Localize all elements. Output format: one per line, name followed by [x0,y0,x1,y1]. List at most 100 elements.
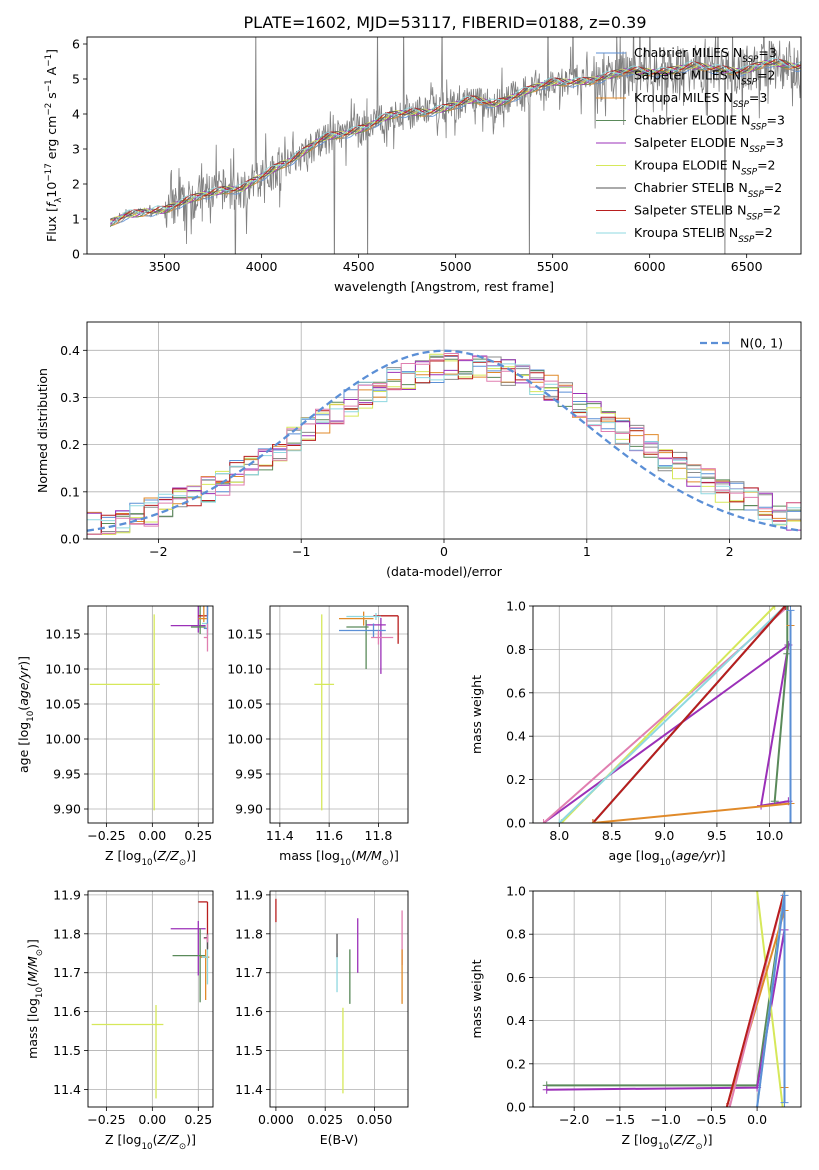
spectrum-legend: Chabrier MILES NSSP=3 Salpeter MILES NSSP… [596,45,785,245]
y-axis-label: age [log10(age/yr)] [16,656,36,773]
y-tick-label: 0.2 [506,772,526,787]
y-tick-label: 9.90 [235,802,263,817]
x-tick-label: 0.000 [258,1112,294,1127]
panel-age_vs_Z: −0.25 0.00 0.25 9.90 9.95 10.00 10.05 10.10 10.1… [16,605,214,868]
weight-point-marker [539,819,548,823]
x-axis-label: mass [log10(M/M⊙)] [279,848,399,868]
legend-entry: Chabrier STELIB NSSP=2 [634,180,782,200]
weight-point-marker [753,1103,762,1107]
y-tick-label: 5 [72,72,80,87]
weight-point-marker [770,606,779,610]
x-tick-label: −0.5 [696,1112,726,1127]
y-tick-label: 10.00 [227,732,263,747]
weight-point-marker [725,1103,734,1107]
y-tick-label: 3 [72,142,80,157]
x-tick-label: 6000 [634,259,666,274]
panel-residuals: −2 −1 0 1 2 0.0 0.1 0.2 0.3 0.4 (data-model)/error… [35,321,802,579]
x-tick-label: 4000 [246,259,278,274]
y-tick-label: 11.9 [53,887,81,902]
y-tick-label: 11.8 [53,926,81,941]
y-tick-label: 0.6 [506,970,526,985]
axes-frame [86,36,802,255]
y-tick-label: 0.4 [60,343,80,358]
y-tick-label: 11.5 [235,1043,263,1058]
x-tick-label: 0.00 [138,1112,166,1127]
y-tick-label: 11.4 [53,1082,81,1097]
axes-frame [87,890,214,1108]
y-axis-label: mass weight [469,959,484,1038]
y-tick-label: 0.0 [506,1100,526,1115]
y-tick-label: 10.15 [45,627,81,642]
x-axis-label: (data-model)/error [386,564,503,579]
weight-point-marker [786,819,795,823]
model-spectrum-line [110,57,801,223]
y-tick-label: 4 [72,107,80,122]
x-tick-label: 9.5 [707,828,727,843]
y-tick-label: 1.0 [506,599,526,614]
legend-entry: Kroupa STELIB NSSP=2 [634,225,773,245]
weight-series-line [592,625,792,823]
x-axis-label: Z [log10(Z/Z⊙)] [105,848,196,868]
y-tick-label: 11.4 [235,1082,263,1097]
panels: 3500 4000 4500 5000 5500 6000 6500 0 1 2 3 4 5 6 wavel… [16,36,802,1152]
axes-frame [269,890,409,1108]
y-tick-label: 9.95 [235,767,263,782]
x-tick-label: −1.0 [650,1112,680,1127]
y-tick-label: 0.2 [506,1056,526,1071]
panel-spectrum: 3500 4000 4500 5000 5500 6000 6500 0 1 2 3 4 5 6 wavel… [44,36,802,294]
x-tick-label: 2 [726,544,734,559]
y-axis-label: Flux [fλ10−17 erg cm−2 s−1 A−1] [44,49,64,242]
y-tick-label: 0.8 [506,642,526,657]
axes-frame [269,605,409,824]
residual-histogram [87,353,801,535]
y-tick-label: 0 [72,247,80,262]
weight-series-line [542,642,790,823]
weight-point-marker [555,819,564,823]
weight-point-marker [542,1085,551,1094]
y-tick-label: 10.10 [45,662,81,677]
y-tick-label: 10.10 [227,662,263,677]
weight-point-marker [778,1103,787,1107]
y-tick-label: 9.95 [53,767,81,782]
y-tick-label: 10.05 [227,697,263,712]
axes-frame [532,890,802,1108]
x-tick-label: −0.25 [87,828,125,843]
x-tick-label: 8.0 [549,828,569,843]
panel-weight_vs_age: 8.0 8.5 9.0 9.5 10.0 0.0 0.2 0.4 0.6 0.8 1.0 age [l… [469,599,802,868]
x-axis-label: wavelength [Angstrom, rest frame] [334,279,554,294]
x-axis-label: age [log10(age/yr)] [608,848,725,868]
x-tick-label: 4500 [343,259,375,274]
y-tick-label: 11.9 [235,887,263,902]
x-tick-label: 1 [583,544,591,559]
figure-title: PLATE=1602, MJD=53117, FIBERID=0188, z=0… [243,13,646,32]
x-tick-label: −2.0 [559,1112,589,1127]
y-tick-label: 11.6 [235,1004,263,1019]
y-tick-label: 0.2 [60,437,80,452]
y-tick-label: 0.0 [60,532,80,547]
plot-area [109,37,801,254]
model-spectrum-line [110,58,801,221]
legend-entry: Kroupa MILES NSSP=3 [634,90,767,110]
x-tick-label: −1 [292,544,310,559]
y-axis-label: mass [log10(M/M⊙)] [25,939,45,1059]
observed-spectrum-line [109,37,801,254]
y-axis-label: Normed distribution [35,368,50,493]
y-tick-label: 6 [72,37,80,52]
x-tick-label: −2 [149,544,167,559]
y-tick-label: 10.15 [227,627,263,642]
y-tick-label: 1.0 [506,884,526,899]
axes-frame [532,605,802,824]
x-tick-label: 0 [440,544,448,559]
legend-entry: Salpeter STELIB NSSP=2 [634,203,781,223]
x-tick-label: 5500 [537,259,569,274]
legend-entry: Salpeter ELODIE NSSP=3 [634,135,784,155]
x-axis-label: Z [log10(Z/Z⊙)] [105,1132,196,1152]
panel-mass_vs_EBV: 0.000 0.025 0.050 11.4 11.5 11.6 11.7 11.8 11.9 E… [235,887,409,1147]
x-tick-label: 9.0 [654,828,674,843]
y-tick-label: 10.05 [45,697,81,712]
weight-series-line [773,606,789,802]
y-tick-label: 9.90 [53,802,81,817]
plot-area [539,606,795,823]
y-tick-label: 0.8 [506,927,526,942]
